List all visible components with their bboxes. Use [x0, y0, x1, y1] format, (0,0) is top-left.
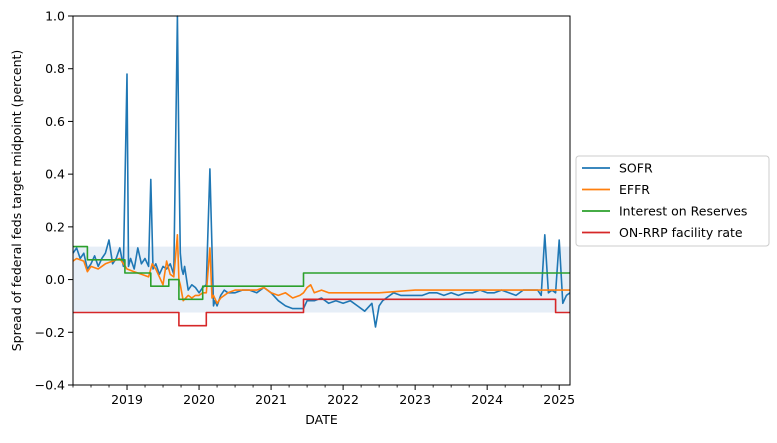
legend-label: SOFR: [619, 161, 653, 176]
x-tick-label: 2021: [255, 392, 287, 407]
x-tick-label: 2023: [399, 392, 431, 407]
y-tick-label: 0.2: [45, 219, 65, 234]
x-axis-label: DATE: [305, 412, 338, 427]
legend-label: ON-RRP facility rate: [619, 225, 743, 240]
y-tick-label: 1.0: [45, 9, 65, 24]
x-tick-label: 2019: [111, 392, 143, 407]
legend-label: EFFR: [619, 182, 650, 197]
y-axis: 1.0 0.8 0.6 0.4 0.2 0.0 −0.2 −0.4: [35, 9, 73, 393]
y-tick-label: 0.8: [45, 61, 65, 76]
x-axis: 2019 2020 2021 2022 2023 2024 2025: [72, 385, 575, 407]
legend-box: [575, 155, 770, 247]
x-tick-label: 2024: [471, 392, 503, 407]
target-range-band: [73, 246, 570, 313]
y-tick-label: 0.4: [45, 167, 65, 182]
legend-label: Interest on Reserves: [619, 204, 747, 219]
series-line-on-rrp-facility-rate: [73, 298, 570, 327]
series-line-interest-on-reserves: [73, 245, 570, 301]
y-tick-label: 0.0: [45, 272, 65, 287]
x-tick-label: 2022: [327, 392, 359, 407]
series-layer: [72, 15, 571, 328]
x-tick-label: 2025: [543, 392, 575, 407]
shaded-band-layer: [73, 246, 570, 313]
plot-frame: [72, 15, 571, 386]
y-tick-label: 0.6: [45, 114, 65, 129]
x-tick-label: 2020: [183, 392, 215, 407]
y-tick-label: −0.4: [35, 378, 65, 393]
y-tick-label: −0.2: [35, 325, 65, 340]
legend: SOFR EFFR Interest on Reserves ON-RRP facil…: [575, 155, 770, 247]
y-axis-label: Spread of federal feds target midpoint (…: [9, 50, 24, 352]
series-line-effr: [72, 234, 570, 305]
